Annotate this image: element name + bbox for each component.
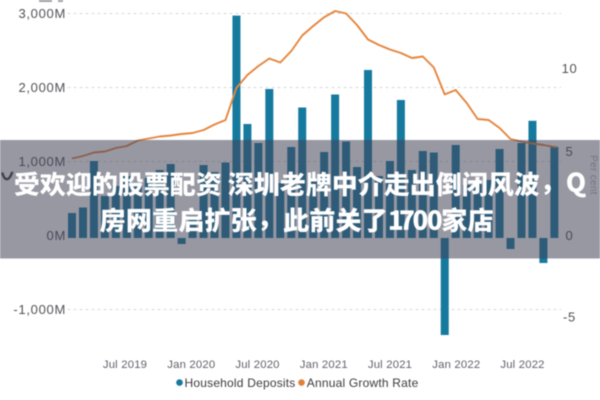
svg-text:Jan 2020: Jan 2020 <box>167 359 215 371</box>
svg-text:Jul 2021: Jul 2021 <box>368 359 412 371</box>
svg-text:Annual Growth Rate: Annual Growth Rate <box>307 376 419 390</box>
svg-text:Jul 2022: Jul 2022 <box>500 359 544 371</box>
svg-text:10: 10 <box>562 61 578 76</box>
svg-text:Household Deposits: Household Deposits <box>185 376 296 390</box>
svg-text:-1,000M: -1,000M <box>13 302 66 317</box>
svg-text:2,000M: 2,000M <box>18 80 66 95</box>
svg-text:Jan 2021: Jan 2021 <box>300 359 348 371</box>
svg-text:Jul 2019: Jul 2019 <box>103 359 147 371</box>
svg-text:-5: -5 <box>563 309 576 324</box>
svg-text:3,000M: 3,000M <box>18 6 66 21</box>
svg-text:Jan 2022: Jan 2022 <box>432 359 480 371</box>
svg-text:Jul 2020: Jul 2020 <box>235 359 279 371</box>
